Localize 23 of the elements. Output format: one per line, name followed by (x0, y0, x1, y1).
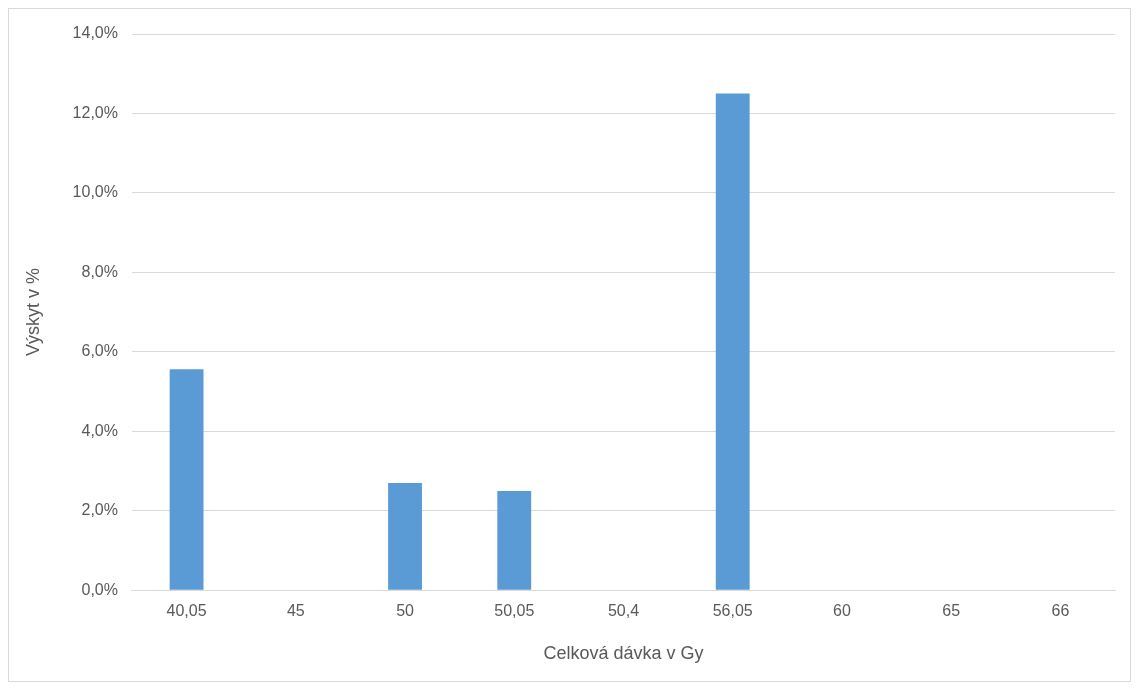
x-tick-label: 50,05 (494, 602, 535, 620)
x-tick-label: 66 (1051, 602, 1070, 620)
x-tick-label: 50,4 (607, 602, 640, 620)
x-tick-label: 56,05 (712, 602, 753, 620)
x-tick-label: 45 (286, 602, 305, 620)
bar (497, 490, 532, 590)
y-tick-label: 6,0% (81, 342, 118, 360)
x-tick-label: 60 (833, 602, 851, 620)
y-tick-label: 12,0% (72, 103, 118, 121)
bar (715, 93, 750, 590)
x-tick-label: 65 (942, 602, 961, 620)
y-tick-label: 10,0% (72, 183, 118, 201)
y-tick-label: 0,0% (81, 580, 118, 598)
x-axis-title: Celková dávka v Gy (543, 643, 704, 664)
y-axis-title: Výskyt v % (22, 268, 43, 357)
bar (169, 369, 204, 590)
x-tick-label: 50 (396, 602, 415, 620)
bar (388, 482, 422, 590)
y-tick-label: 14,0% (72, 24, 118, 42)
y-tick-label: 8,0% (81, 262, 118, 280)
x-tick-label: 40,05 (166, 602, 207, 620)
y-tick-label: 2,0% (81, 501, 118, 519)
y-tick-label: 4,0% (81, 421, 118, 439)
